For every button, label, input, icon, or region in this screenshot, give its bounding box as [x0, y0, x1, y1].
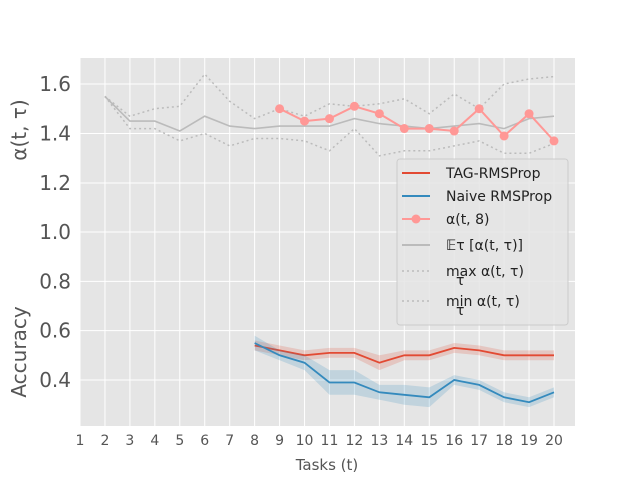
upper-series-line-1	[104, 95, 555, 157]
legend-label-1: Naive RMSProp	[446, 189, 552, 205]
lower-series-line-0	[254, 344, 554, 364]
x-tick-label: 1	[76, 433, 85, 449]
upper-series-point	[349, 101, 359, 111]
x-tick-label: 11	[321, 433, 339, 449]
x-tick-label: 6	[200, 433, 209, 449]
x-tick-label: 16	[445, 433, 463, 449]
x-tick-label: 19	[520, 433, 538, 449]
x-tick-label: 7	[225, 433, 234, 449]
x-tick-label: 4	[150, 433, 159, 449]
upper-series-point	[399, 124, 409, 134]
x-tick-label: 9	[275, 433, 284, 449]
upper-series-point	[300, 116, 310, 126]
upper-series-point	[499, 131, 509, 141]
legend-label-5: min α(t, τ)	[446, 294, 520, 310]
upper-series-point	[324, 114, 334, 124]
upper-series-point	[474, 104, 484, 114]
legend-label-0: TAG-RMSProp	[445, 166, 541, 182]
lower-series-band-1	[254, 335, 554, 408]
x-tick-label: 8	[250, 433, 259, 449]
y-tick-label-upper: 1.4	[39, 122, 71, 146]
y-tick-label-upper: 1.2	[39, 171, 71, 195]
upper-series-line-2	[104, 95, 555, 132]
upper-series-point	[424, 124, 434, 134]
y-tick-label-lower: 1.0	[39, 220, 71, 244]
x-tick-label: 2	[100, 433, 109, 449]
x-tick-label: 20	[545, 433, 563, 449]
x-tick-label: 17	[470, 433, 488, 449]
legend-sub-4: τ	[456, 273, 464, 289]
y-axis-label-upper: α(t, τ)	[7, 99, 31, 160]
x-tick-label: 3	[125, 433, 134, 449]
y-tick-label-lower: 0.4	[39, 368, 71, 392]
x-tick-label: 14	[395, 433, 413, 449]
legend-box	[396, 158, 569, 326]
upper-series-point	[524, 109, 534, 119]
y-tick-label-lower: 0.6	[39, 319, 71, 343]
upper-series-line-0	[104, 72, 555, 120]
lower-series-line-1	[254, 342, 555, 404]
x-tick-label: 12	[346, 433, 364, 449]
legend-marker-2	[411, 214, 421, 224]
upper-series-point	[449, 126, 459, 136]
legend-label-3: 𝔼τ [α(t, τ)]	[446, 238, 523, 254]
x-tick-label: 15	[420, 433, 438, 449]
x-tick-label: 10	[296, 433, 314, 449]
y-tick-label-upper: 1.6	[39, 72, 71, 96]
x-tick-label: 13	[370, 433, 388, 449]
x-tick-label: 5	[175, 433, 184, 449]
upper-series-point	[549, 136, 559, 146]
x-axis-label: Tasks (t)	[295, 456, 359, 474]
legend-sub-5: τ	[456, 303, 464, 319]
legend-label-4: max α(t, τ)	[446, 264, 524, 280]
upper-series-point	[275, 104, 285, 114]
y-tick-label-lower: 0.8	[39, 269, 71, 293]
legend-label-2: α(t, 8)	[446, 212, 489, 228]
y-axis-label-lower: Accuracy	[7, 306, 31, 397]
upper-series-point	[374, 109, 384, 119]
x-tick-label: 18	[495, 433, 513, 449]
